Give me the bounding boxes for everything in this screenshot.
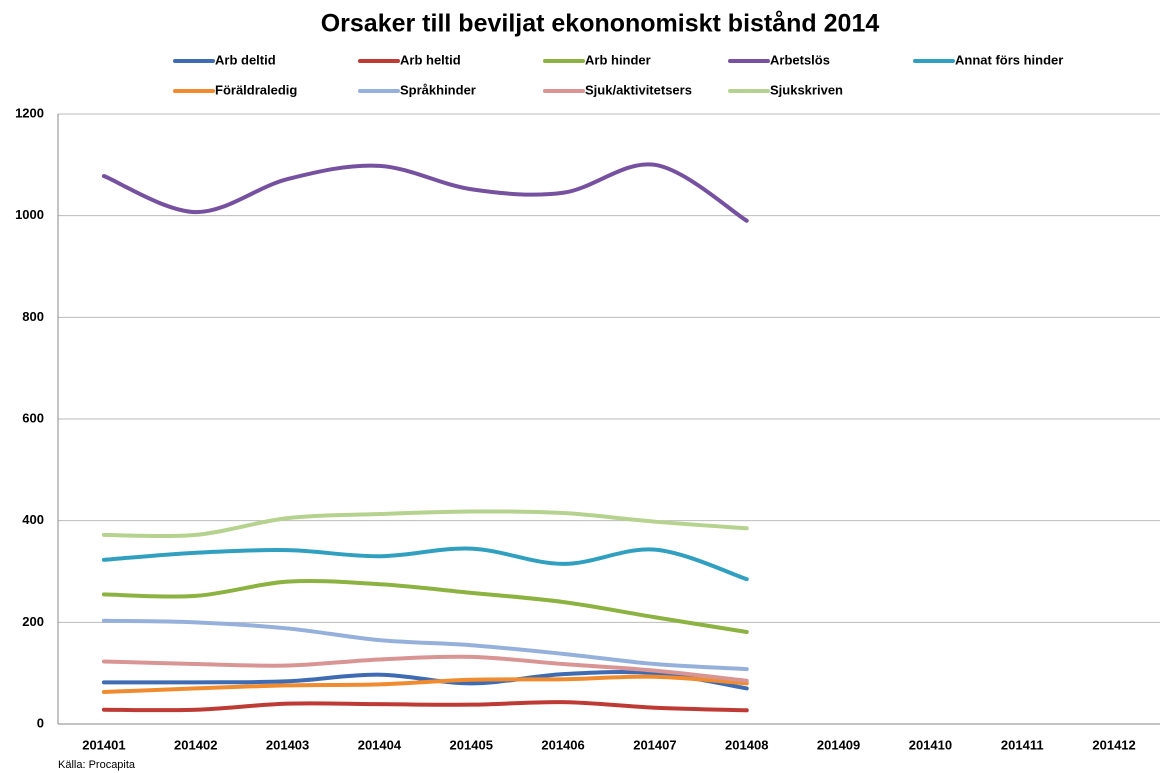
chart-title: Orsaker till beviljat ekononomiskt bistå…	[321, 10, 880, 38]
x-tick-label: 201408	[725, 737, 768, 752]
x-tick-label: 201409	[817, 737, 860, 752]
legend-label: Arb hinder	[585, 52, 651, 67]
x-tick-label: 201411	[1001, 737, 1044, 752]
x-tick-label: 201410	[909, 737, 952, 752]
legend-label: Sjukskriven	[770, 82, 843, 97]
line-series	[101, 509, 749, 539]
line-series	[101, 162, 749, 223]
x-tick-label: 201412	[1092, 737, 1135, 752]
legend-label: Språkhinder	[400, 82, 476, 97]
x-tick-label: 201406	[541, 737, 584, 752]
x-tick-label: 201407	[633, 737, 676, 752]
line-series	[101, 546, 749, 582]
line-series	[101, 700, 749, 713]
legend-label: Sjuk/aktivitetsers	[585, 82, 692, 97]
x-tick-label: 201402	[174, 737, 217, 752]
legend-label: Föräldraledig	[215, 82, 297, 97]
source: Källa: Procapita	[58, 759, 136, 771]
line-series	[101, 674, 749, 694]
x-tick-label: 201403	[266, 737, 309, 752]
y-tick-label: 600	[22, 410, 44, 425]
y-tick-label: 800	[22, 309, 44, 324]
line-series	[101, 670, 749, 691]
y-tick-label: 200	[22, 614, 44, 629]
x-tick-label: 201405	[450, 737, 493, 752]
legend-label: Arb deltid	[215, 52, 276, 67]
legend-label: Annat förs hinder	[955, 52, 1063, 67]
legend-label: Arbetslös	[770, 52, 830, 67]
y-tick-label: 0	[37, 715, 44, 730]
y-tick-label: 1200	[15, 105, 44, 120]
y-tick-label: 400	[22, 512, 44, 527]
line-series	[101, 654, 749, 683]
line-series	[101, 618, 749, 672]
legend-label: Arb heltid	[400, 52, 461, 67]
line-series	[101, 579, 749, 634]
x-tick-label: 201401	[82, 737, 125, 752]
y-tick-label: 1000	[15, 207, 44, 222]
x-tick-label: 201404	[358, 737, 402, 752]
